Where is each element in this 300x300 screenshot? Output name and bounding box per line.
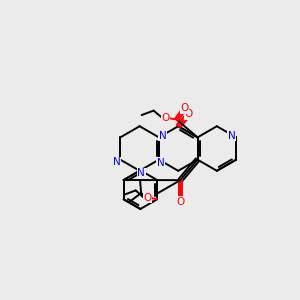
Text: O: O — [176, 197, 184, 207]
Text: N: N — [113, 157, 121, 167]
Text: O: O — [143, 193, 152, 203]
Text: O: O — [161, 113, 169, 123]
Text: N: N — [137, 168, 145, 178]
Text: N: N — [227, 131, 235, 141]
Text: O: O — [184, 109, 193, 119]
Text: O: O — [180, 103, 188, 113]
Text: N: N — [157, 158, 164, 168]
Text: N: N — [159, 131, 167, 141]
